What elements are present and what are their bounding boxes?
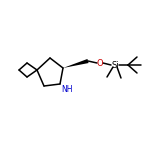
Text: NH: NH — [62, 85, 73, 94]
Text: Si: Si — [111, 60, 119, 69]
Polygon shape — [63, 59, 89, 68]
Text: O: O — [97, 59, 103, 67]
